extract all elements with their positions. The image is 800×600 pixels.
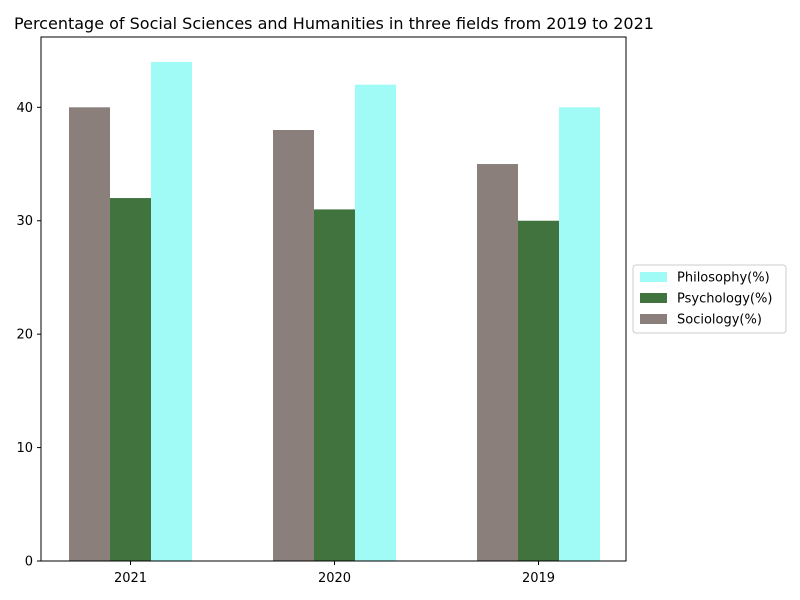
chart-title: Percentage of Social Sciences and Humani… xyxy=(14,14,654,33)
bar-sociology-2019 xyxy=(477,164,518,561)
plot-frame xyxy=(40,36,627,562)
y-tick-label: 20 xyxy=(16,328,33,343)
axes: 0 10 20 30 40 2021 2020 2019 xyxy=(16,36,627,586)
plot-area xyxy=(69,61,600,562)
legend-label: Philosophy(%) xyxy=(677,271,770,286)
bar-philosophy-2021 xyxy=(151,61,192,561)
x-tick-label: 2020 xyxy=(318,571,351,586)
legend: Philosophy(%) Psychology(%) Sociology(%) xyxy=(632,264,787,334)
x-tick-label: 2021 xyxy=(114,571,147,586)
legend-box xyxy=(632,264,787,334)
y-tick-label: 30 xyxy=(16,214,33,229)
x-tick-label: 2019 xyxy=(522,571,555,586)
bar-philosophy-2019 xyxy=(559,107,600,561)
y-tick-label: 0 xyxy=(25,555,33,570)
bar-psychology-2020 xyxy=(314,209,355,562)
bar-sociology-2020 xyxy=(273,130,314,561)
legend-swatch xyxy=(640,314,667,324)
bar-psychology-2021 xyxy=(110,198,151,561)
legend-swatch xyxy=(640,272,667,282)
y-tick-label: 10 xyxy=(16,441,33,456)
legend-label: Psychology(%) xyxy=(677,292,772,307)
bar-philosophy-2020 xyxy=(355,84,396,562)
bar-psychology-2019 xyxy=(518,220,559,561)
y-tick-label: 40 xyxy=(16,101,33,116)
legend-swatch xyxy=(640,293,667,303)
bar-sociology-2021 xyxy=(69,107,110,561)
legend-label: Sociology(%) xyxy=(677,313,762,328)
